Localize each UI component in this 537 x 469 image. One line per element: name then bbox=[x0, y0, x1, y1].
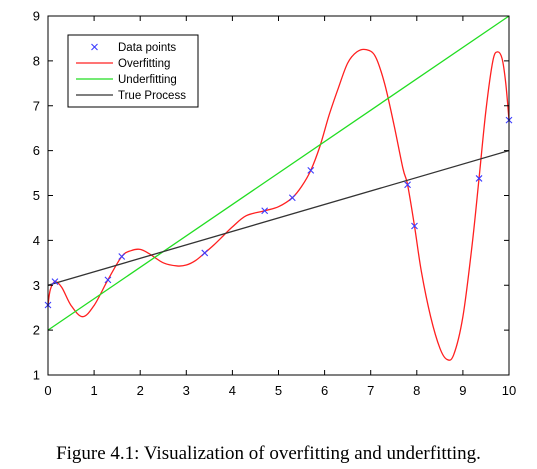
y-tick-label: 9 bbox=[33, 9, 40, 24]
data-point bbox=[51, 278, 59, 286]
data-point bbox=[261, 207, 269, 215]
x-tick-label: 1 bbox=[90, 383, 97, 398]
y-tick-label: 2 bbox=[33, 323, 40, 338]
x-tick-label: 7 bbox=[367, 383, 374, 398]
underfitting-line bbox=[47, 15, 510, 331]
y-tick-label: 4 bbox=[33, 233, 40, 248]
y-tick-label: 5 bbox=[33, 188, 40, 203]
data-point bbox=[104, 276, 112, 284]
x-tick-label: 6 bbox=[321, 383, 328, 398]
x-tick-label: 4 bbox=[229, 383, 236, 398]
y-tick-label: 3 bbox=[33, 278, 40, 293]
y-tick-label: 8 bbox=[33, 53, 40, 68]
x-tick-label: 9 bbox=[459, 383, 466, 398]
data-point bbox=[307, 166, 315, 174]
data-point bbox=[404, 181, 411, 189]
x-tick-label: 2 bbox=[137, 383, 144, 398]
x-tick-label: 3 bbox=[183, 383, 190, 398]
data-point bbox=[288, 194, 296, 202]
legend-label: True Process bbox=[118, 90, 186, 102]
x-tick-label: 10 bbox=[502, 383, 516, 398]
data-point bbox=[475, 175, 483, 182]
data-point bbox=[411, 222, 418, 230]
data-point bbox=[201, 249, 209, 257]
x-tick-label: 0 bbox=[44, 383, 51, 398]
true-process-line bbox=[47, 150, 510, 286]
series-lines bbox=[47, 15, 510, 361]
figure-caption: Figure 4.1: Visualization of overfitting… bbox=[56, 443, 481, 464]
legend: Data points Overfitting Underfitting True P… bbox=[67, 34, 199, 108]
legend-label: Underfitting bbox=[118, 74, 177, 86]
data-point-markers bbox=[44, 116, 513, 309]
overfitting-line bbox=[47, 48, 510, 361]
legend-label: Data points bbox=[118, 42, 176, 54]
legend-entry: True Process bbox=[76, 90, 186, 102]
y-tick-label: 6 bbox=[33, 143, 40, 158]
data-point bbox=[118, 253, 126, 260]
legend-swatch bbox=[91, 43, 98, 51]
x-tick-label: 5 bbox=[275, 383, 282, 398]
x-tick-label: 8 bbox=[413, 383, 420, 398]
legend-label: Overfitting bbox=[118, 58, 170, 70]
legend-entry: Overfitting bbox=[76, 58, 170, 70]
y-tick-label: 1 bbox=[33, 368, 40, 383]
legend-entry: Data points bbox=[91, 42, 176, 54]
legend-entry: Underfitting bbox=[76, 74, 177, 86]
y-tick-label: 7 bbox=[33, 98, 40, 113]
